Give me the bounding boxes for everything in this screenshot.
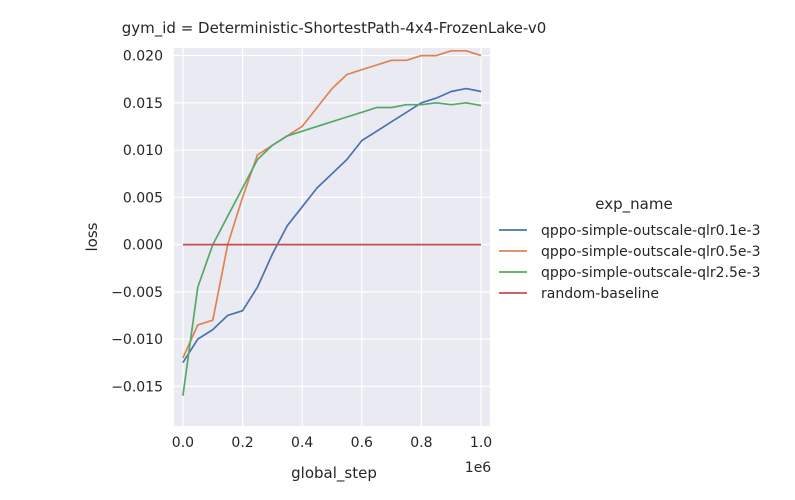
y-tick-label: 0.010 <box>123 143 163 159</box>
series-line-1 <box>182 87 482 364</box>
x-axis-offset-label: 1e6 <box>465 460 492 476</box>
legend-item: random-baseline <box>499 286 659 302</box>
y-axis-label: loss <box>83 222 101 251</box>
x-tick-label: 0.2 <box>231 435 253 451</box>
y-tick-label: 0.020 <box>123 49 163 65</box>
x-grid <box>182 48 482 426</box>
x-tick-label: 0.4 <box>291 435 313 451</box>
plot-area <box>174 48 490 426</box>
legend-item: qppo-simple-outscale-qlr2.5e-3 <box>499 265 760 281</box>
y-tick-label: 0.005 <box>123 190 163 206</box>
y-tick-label: −0.015 <box>111 379 163 395</box>
series-layer <box>182 49 482 396</box>
x-tick-label: 0.6 <box>351 435 373 451</box>
y-tick-labels: −0.015 −0.010 −0.005 0.000 0.005 0.010 0.015 0.… <box>111 49 163 396</box>
legend-label: qppo-simple-outscale-qlr2.5e-3 <box>541 265 760 281</box>
y-tick-label: 0.015 <box>123 96 163 112</box>
x-tick-label: 0.0 <box>172 435 194 451</box>
series-line-3 <box>182 101 482 396</box>
x-axis-label: global_step <box>291 464 377 483</box>
x-tick-labels: 0.0 0.2 0.4 0.6 0.8 1.0 <box>172 435 492 451</box>
x-tick-label: 0.8 <box>410 435 432 451</box>
chart-title: gym_id = Deterministic-ShortestPath-4x4-… <box>122 19 547 38</box>
legend-label: qppo-simple-outscale-qlr0.5e-3 <box>541 244 760 260</box>
legend-item: qppo-simple-outscale-qlr0.1e-3 <box>499 223 760 239</box>
y-tick-label: −0.010 <box>111 332 163 348</box>
legend: exp_name qppo-simple-outscale-qlr0.1e-3 q… <box>499 195 760 302</box>
legend-item: qppo-simple-outscale-qlr0.5e-3 <box>499 244 760 260</box>
legend-label: qppo-simple-outscale-qlr0.1e-3 <box>541 223 760 239</box>
y-tick-label: −0.005 <box>111 285 163 301</box>
legend-label: random-baseline <box>541 286 659 302</box>
y-tick-label: 0.000 <box>123 238 163 254</box>
x-tick-label: 1.0 <box>470 435 492 451</box>
series-line-2 <box>182 49 482 359</box>
legend-title: exp_name <box>595 195 672 214</box>
